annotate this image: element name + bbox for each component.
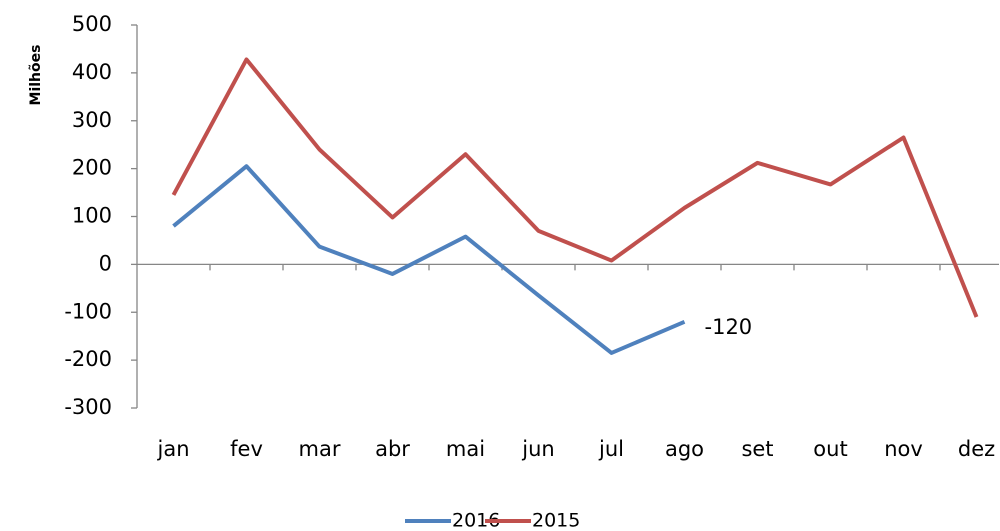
legend-label: 2015 — [532, 510, 580, 531]
data-label: -120 — [705, 315, 753, 339]
x-tick-label: jun — [521, 437, 554, 461]
x-tick-label: jul — [598, 437, 624, 461]
x-tick-label: set — [741, 437, 773, 461]
y-tick-label: 0 — [99, 251, 112, 275]
y-tick-label: 400 — [72, 60, 112, 84]
line-series — [171, 57, 979, 318]
y-tick-label: -300 — [64, 395, 112, 419]
x-tick-label: mar — [299, 437, 341, 461]
y-tick-label: 200 — [72, 156, 112, 180]
y-tick-label: -200 — [64, 347, 112, 371]
legend-label: 2016 — [452, 510, 500, 531]
y-tick-label: 100 — [72, 204, 112, 228]
x-tick-label: nov — [884, 437, 923, 461]
x-tick-label: dez — [958, 437, 995, 461]
x-tick-label: ago — [665, 437, 704, 461]
y-axis-label: Milhões — [28, 45, 44, 106]
x-tick-label: jan — [156, 437, 189, 461]
y-tick-label: -100 — [64, 299, 112, 323]
x-tick-label: abr — [375, 437, 410, 461]
y-tick-label: 500 — [72, 12, 112, 36]
line-series — [172, 164, 686, 355]
x-tick-label: out — [813, 437, 847, 461]
x-tick-label: fev — [230, 437, 263, 461]
y-tick-label: 300 — [72, 108, 112, 132]
x-tick-label: mai — [446, 437, 485, 461]
